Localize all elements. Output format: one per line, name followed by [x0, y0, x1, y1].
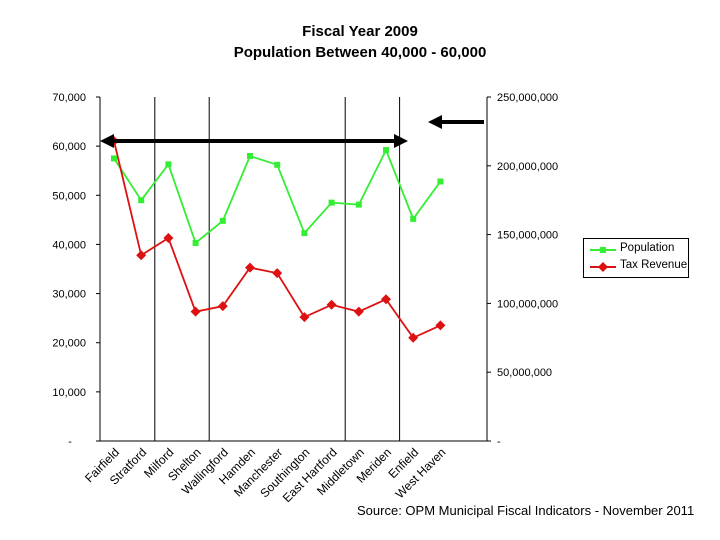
tax-revenue-point	[163, 233, 174, 244]
y-right-tick-label: 100,000,000	[497, 298, 558, 310]
y-right-tick-label: 200,000,000	[497, 161, 558, 173]
y-left-tick-label: 70,000	[52, 92, 86, 104]
population-point	[328, 199, 335, 206]
annotation-arrowhead-right	[394, 134, 408, 148]
source-note: Source: OPM Municipal Fiscal Indicators …	[357, 503, 695, 518]
tax-revenue-point	[435, 320, 446, 331]
population-point	[274, 161, 281, 168]
tax-revenue-point	[408, 332, 419, 343]
population-point	[111, 155, 117, 162]
y-right-tick-label: 150,000,000	[497, 230, 558, 242]
population-point	[301, 230, 308, 237]
tax-revenue-point	[136, 250, 147, 261]
tax-revenue-point	[190, 306, 201, 317]
population-point	[138, 197, 145, 204]
y-right-tick-label: 50,000,000	[497, 367, 552, 379]
y-left-tick-label: 10,000	[52, 387, 86, 399]
chart-title: Fiscal Year 2009	[302, 23, 418, 40]
tax-revenue-point	[353, 306, 364, 317]
population-point	[383, 147, 389, 154]
y-left-tick-label: 50,000	[52, 190, 86, 202]
y-right-tick-label: 250,000,000	[497, 92, 558, 104]
legend-item-tax-revenue: Tax Revenue	[590, 259, 688, 275]
legend-label-population: Population	[620, 242, 675, 254]
annotation-arrow2-head	[428, 115, 442, 129]
population-point	[219, 217, 226, 224]
population-point	[247, 152, 253, 159]
chart-subtitle: Population Between 40,000 - 60,000	[233, 44, 487, 61]
tax-revenue-point	[299, 312, 310, 323]
y-left-tick-label: 60,000	[52, 141, 86, 153]
legend: Population Tax Revenue	[583, 238, 689, 278]
y-left-tick-label: 20,000	[52, 338, 86, 350]
tax-revenue-point	[381, 294, 391, 305]
y-right-tick-label: -	[497, 436, 501, 448]
annotation-arrowhead-left	[100, 134, 114, 148]
legend-swatch-tax-revenue	[590, 262, 616, 272]
population-point	[437, 178, 444, 185]
y-left-tick-label: -	[68, 436, 72, 448]
tax-revenue-point	[272, 268, 283, 279]
tax-revenue-point	[245, 262, 255, 273]
y-left-tick-label: 40,000	[52, 239, 86, 251]
population-point	[165, 161, 172, 168]
tax-revenue-point	[326, 299, 337, 310]
population-point	[410, 215, 417, 222]
population-point	[355, 201, 362, 208]
y-left-tick-label: 30,000	[52, 289, 86, 301]
population-point	[192, 239, 199, 246]
legend-label-tax-revenue: Tax Revenue	[620, 259, 688, 271]
legend-item-population: Population	[590, 242, 686, 258]
tax-revenue-point	[217, 301, 228, 312]
legend-swatch-population	[590, 247, 616, 253]
